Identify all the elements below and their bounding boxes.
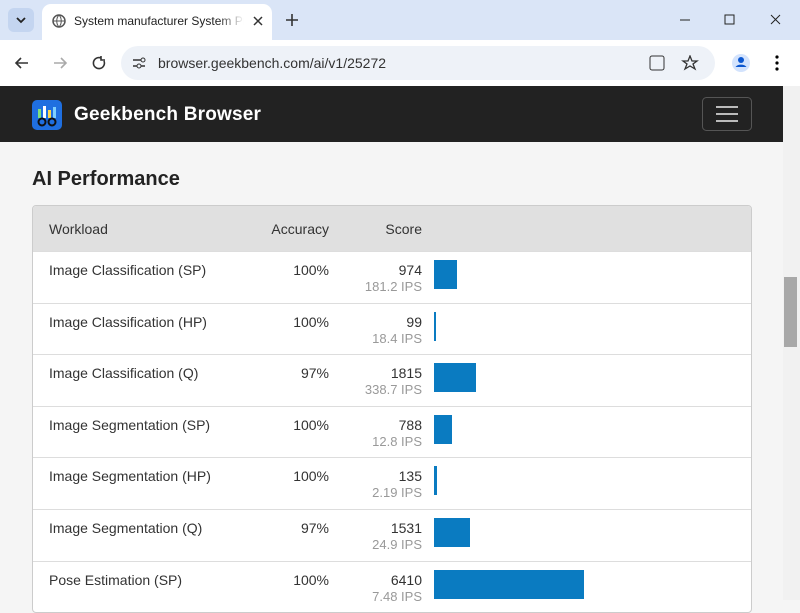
scroll-thumb[interactable] xyxy=(784,277,797,347)
column-header: Accuracy xyxy=(271,221,329,237)
accuracy: 100% xyxy=(293,416,329,433)
tab-title: System manufacturer System Pr xyxy=(74,14,244,28)
score-bar xyxy=(434,569,584,599)
score-bar xyxy=(434,363,477,393)
table-row: Image Classification (HP) 100% 99 18.4 IPS xyxy=(33,302,751,355)
tab[interactable]: System manufacturer System Pr xyxy=(42,4,272,40)
score-bar xyxy=(434,517,470,547)
tab-close[interactable] xyxy=(252,15,264,27)
table-row: Pose Estimation (SP) 100% 6410 7.48 IPS xyxy=(33,560,751,613)
table-row: Image Classification (SP) 100% 974 181.2 IP… xyxy=(33,251,751,303)
workload: Image Classification (SP) xyxy=(49,262,207,278)
ips: 7.48 IPS xyxy=(372,588,422,604)
accuracy: 97% xyxy=(300,365,329,382)
accuracy: 100% xyxy=(293,571,329,588)
window-controls[interactable] xyxy=(680,14,790,26)
results-table: Workload Accuracy Score Image Classifica… xyxy=(32,205,752,613)
score-bar xyxy=(434,311,437,341)
site-info[interactable] xyxy=(131,55,147,71)
favicon xyxy=(52,14,66,28)
profile-menu[interactable] xyxy=(732,52,782,74)
table-row: Image Classification (Q) 97% 1815 338.7 IPS xyxy=(33,354,751,406)
accuracy: 97% xyxy=(300,519,329,536)
workload: Image Segmentation (SP) xyxy=(49,416,211,433)
workload: Pose Estimation (SP) xyxy=(49,571,183,588)
title-bar: System manufacturer System Pr xyxy=(0,0,800,40)
score: 99 xyxy=(406,313,422,330)
accuracy: 100% xyxy=(293,313,329,330)
new-tab[interactable] xyxy=(285,13,299,27)
logo[interactable] xyxy=(32,100,62,130)
column-header: Workload xyxy=(49,221,108,237)
workload: Image Segmentation (HP) xyxy=(49,468,211,485)
score: 135 xyxy=(398,468,422,485)
tab-search[interactable] xyxy=(8,8,34,32)
score-bar xyxy=(434,466,438,496)
score-bar xyxy=(434,260,457,289)
accuracy: 100% xyxy=(293,468,329,485)
column-header: Score xyxy=(385,221,422,237)
brand[interactable]: Geekbench Browser xyxy=(74,104,262,125)
address-bar[interactable]: browser.geekbench.com/ai/v1/25272 xyxy=(121,46,715,80)
ips: 338.7 IPS xyxy=(364,382,422,398)
accuracy: 100% xyxy=(293,262,329,278)
score: 974 xyxy=(398,262,422,278)
section-title: AI Performance xyxy=(32,168,180,190)
score: 1531 xyxy=(390,519,422,536)
ips: 2.19 IPS xyxy=(372,485,422,501)
workload: Image Segmentation (Q) xyxy=(49,519,203,536)
ips: 12.8 IPS xyxy=(372,433,422,449)
score: 1815 xyxy=(390,365,422,382)
score-bar xyxy=(434,414,453,444)
ips: 18.4 IPS xyxy=(372,330,422,346)
page-actions[interactable] xyxy=(649,55,701,71)
nav-buttons[interactable] xyxy=(14,55,114,71)
table-row: Image Segmentation (Q) 97% 1531 24.9 IPS xyxy=(33,508,751,561)
score: 788 xyxy=(398,416,422,433)
ips: 24.9 IPS xyxy=(372,536,422,552)
menu-toggle[interactable] xyxy=(702,97,752,131)
score: 6410 xyxy=(390,571,422,588)
ips: 181.2 IPS xyxy=(364,279,422,294)
url: browser.geekbench.com/ai/v1/25272 xyxy=(158,55,387,71)
workload: Image Classification (HP) xyxy=(49,313,207,330)
table-row: Image Segmentation (HP) 100% 135 2.19 IPS xyxy=(33,457,751,509)
site-header: Geekbench Browser xyxy=(0,86,783,142)
table-header: Workload Accuracy Score xyxy=(33,206,751,251)
workload: Image Classification (Q) xyxy=(49,365,199,382)
table-row: Image Segmentation (SP) 100% 788 12.8 IPS xyxy=(33,405,751,458)
